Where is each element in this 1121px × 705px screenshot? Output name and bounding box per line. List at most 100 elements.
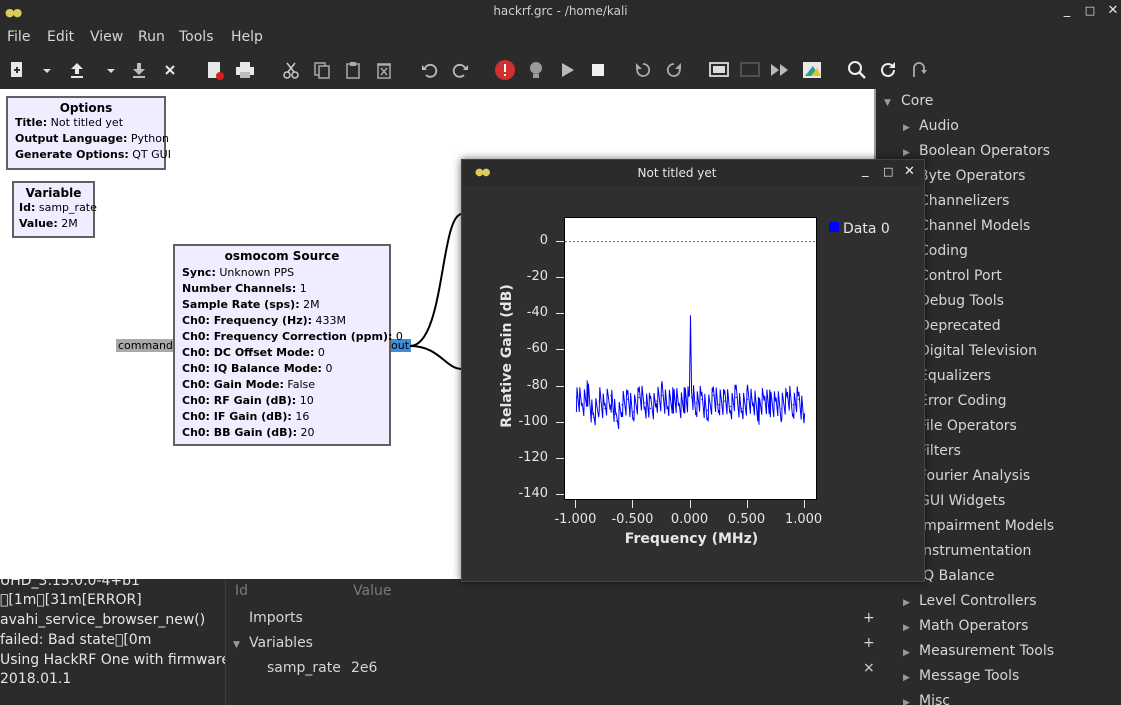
options-block[interactable]: Options Title: Not titled yet Output Lan…	[6, 96, 171, 170]
tree-category-item[interactable]: Control Port	[919, 268, 1002, 284]
tree-category-item[interactable]: Debug Tools	[919, 293, 1004, 309]
add-import-button[interactable]: +	[863, 610, 875, 626]
tree-category-item[interactable]: Fourier Analysis	[919, 468, 1031, 484]
expand-arrow-icon[interactable]: ▶	[903, 698, 910, 705]
open-dropdown-icon[interactable]	[100, 59, 115, 81]
tree-category-item[interactable]: Error Coding	[919, 393, 1007, 409]
disable-icon[interactable]	[739, 59, 761, 81]
minimize-button[interactable]: _	[1063, 3, 1071, 18]
generate-icon[interactable]	[525, 59, 547, 81]
new-dropdown-icon[interactable]	[36, 59, 51, 81]
enable-icon[interactable]	[708, 59, 730, 81]
open-hier-icon[interactable]	[908, 59, 930, 81]
close-icon[interactable]	[159, 59, 181, 81]
save-icon[interactable]	[128, 59, 150, 81]
tree-category-item[interactable]: GUI Widgets	[919, 493, 1006, 509]
tree-category-item[interactable]: Digital Television	[919, 343, 1037, 359]
tree-category-item[interactable]: Filters	[919, 443, 961, 459]
add-variable-button[interactable]: +	[863, 635, 875, 651]
remove-variable-button[interactable]: ×	[863, 660, 875, 676]
document-properties-icon[interactable]	[204, 59, 226, 81]
y-tick-label: -80	[526, 377, 548, 393]
cut-icon[interactable]	[280, 59, 302, 81]
tree-category-item[interactable]: Instrumentation	[919, 543, 1032, 559]
variable-name[interactable]: samp_rate	[267, 660, 341, 676]
open-icon[interactable]	[66, 59, 88, 81]
find-icon[interactable]	[846, 59, 868, 81]
tree-category-item[interactable]: Coding	[919, 243, 968, 259]
legend-label[interactable]: Data 0	[843, 221, 890, 237]
tree-category-item[interactable]: Level Controllers	[919, 593, 1037, 609]
imports-row[interactable]: Imports	[249, 610, 303, 626]
bypass-icon[interactable]	[769, 59, 791, 81]
variable-block[interactable]: Variable Id: samp_rate Value: 2M	[12, 181, 97, 238]
expand-arrow-icon[interactable]: ▼	[884, 98, 891, 108]
delete-icon[interactable]	[373, 59, 395, 81]
data-point	[803, 413, 806, 415]
console-line: failed: Bad state⃞[0m	[0, 632, 152, 648]
copy-icon[interactable]	[311, 59, 333, 81]
data-point	[786, 396, 789, 399]
tree-category-item[interactable]: Deprecated	[919, 318, 1001, 334]
menu-help[interactable]: Help	[231, 29, 263, 45]
paste-icon[interactable]	[342, 59, 364, 81]
osmocom-source-block[interactable]: osmocom Source Sync: Unknown PPS Number …	[173, 244, 403, 446]
qt-gui-window[interactable]: ●● Not titled yet _ □ ✕ Relative Gain (d…	[461, 159, 925, 582]
tree-category-item[interactable]: Channel Models	[919, 218, 1031, 234]
tree-category-item[interactable]: Math Operators	[919, 618, 1029, 634]
print-icon[interactable]	[234, 59, 256, 81]
series-data-0	[575, 315, 806, 430]
create-hier-icon[interactable]	[801, 59, 823, 81]
data-point	[781, 407, 783, 409]
redo-icon[interactable]	[449, 59, 471, 81]
tree-category-item[interactable]: File Operators	[919, 418, 1017, 434]
command-port[interactable]: command	[116, 339, 175, 352]
tree-root-core[interactable]: Core	[901, 93, 934, 109]
expand-arrow-icon[interactable]: ▶	[903, 148, 910, 158]
column-header-id[interactable]: Id	[235, 583, 249, 599]
column-header-value[interactable]: Value	[353, 583, 392, 599]
tree-category-item[interactable]: Impairment Models	[919, 518, 1055, 534]
qt-close-button[interactable]: ✕	[904, 164, 915, 179]
new-icon[interactable]	[6, 59, 28, 81]
data-point	[769, 404, 771, 406]
expand-arrow-icon[interactable]: ▶	[903, 673, 910, 683]
error-icon[interactable]	[494, 59, 516, 81]
maximize-button[interactable]: □	[1084, 4, 1096, 17]
menu-tools[interactable]: Tools	[179, 29, 214, 45]
variable-value[interactable]: 2e6	[351, 660, 378, 676]
tree-category-item[interactable]: Equalizers	[919, 368, 991, 384]
rotate-cw-icon[interactable]	[663, 59, 685, 81]
out-port[interactable]: out	[389, 339, 412, 352]
tree-category-item[interactable]: IQ Balance	[919, 568, 995, 584]
tree-category-item[interactable]: Measurement Tools	[919, 643, 1055, 659]
variables-row[interactable]: Variables	[249, 635, 313, 651]
data-point	[746, 398, 749, 400]
tree-category-item[interactable]: Message Tools	[919, 668, 1020, 684]
tree-category-item[interactable]: Channelizers	[919, 193, 1010, 209]
tree-category-item[interactable]: Byte Operators	[919, 168, 1026, 184]
expand-arrow-icon[interactable]: ▶	[903, 623, 910, 633]
psd-plot-area[interactable]	[564, 217, 817, 500]
reload-icon[interactable]	[877, 59, 899, 81]
stop-icon[interactable]	[587, 59, 609, 81]
menu-file[interactable]: File	[7, 29, 31, 45]
menu-run[interactable]: Run	[138, 29, 165, 45]
expand-arrow-icon[interactable]: ▶	[903, 598, 910, 608]
undo-icon[interactable]	[419, 59, 441, 81]
tree-category-item[interactable]: Misc	[919, 693, 950, 705]
expand-arrow-icon[interactable]: ▼	[233, 640, 240, 650]
expand-arrow-icon[interactable]: ▶	[903, 123, 910, 133]
qt-maximize-button[interactable]: □	[883, 165, 894, 178]
menu-edit[interactable]: Edit	[47, 29, 75, 45]
tree-category-item[interactable]: Audio	[919, 118, 959, 134]
window-titlebar: ●● hackrf.grc - /home/kali _ □ ✕	[0, 0, 1121, 24]
qt-minimize-button[interactable]: _	[862, 163, 869, 178]
tree-category-item[interactable]: Boolean Operators	[919, 143, 1051, 159]
menu-view[interactable]: View	[90, 29, 124, 45]
execute-icon[interactable]	[556, 59, 578, 81]
close-button[interactable]: ✕	[1107, 3, 1119, 18]
rotate-ccw-icon[interactable]	[632, 59, 654, 81]
options-language-row: Output Language: Python	[15, 132, 169, 145]
expand-arrow-icon[interactable]: ▶	[903, 648, 910, 658]
